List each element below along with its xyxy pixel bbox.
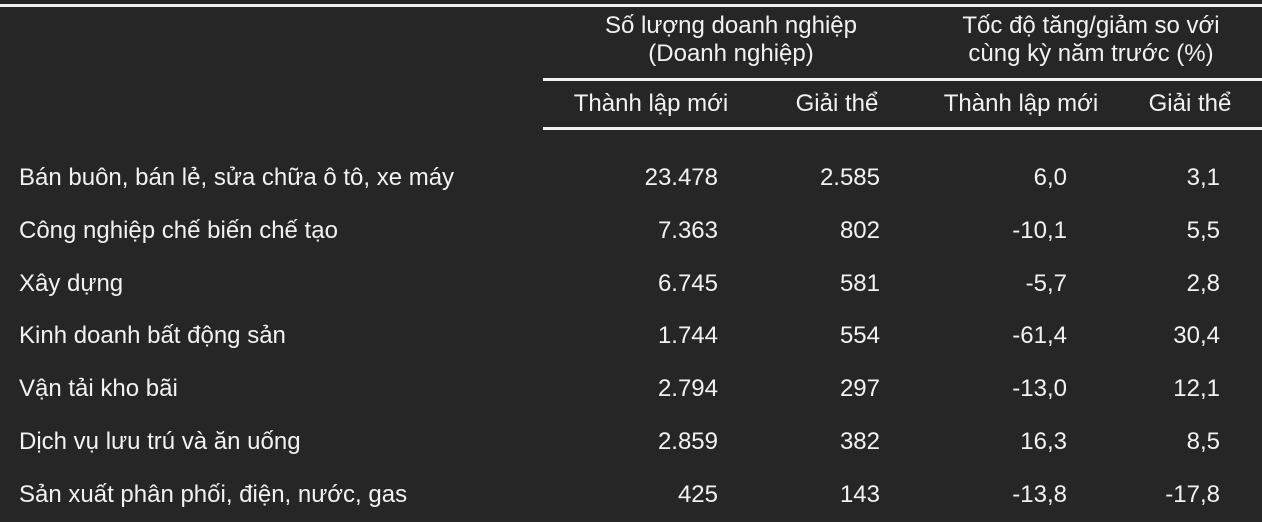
row-value: 2.794 [657, 375, 718, 403]
row-value: 2.859 [657, 428, 718, 455]
row-value: 554 [839, 322, 880, 350]
group-header-growth-line2: cùng kỳ năm trước (%) [968, 40, 1214, 67]
header-sub-rule [543, 127, 1262, 130]
top-rule [0, 4, 1262, 7]
group-header-growth: Tốc độ tăng/giảm so với cùng kỳ năm trướ… [962, 12, 1219, 68]
row-label: Xây dựng [19, 269, 124, 297]
group-header-count-line2: (Doanh nghiệp) [648, 40, 814, 67]
row-value: 581 [839, 269, 880, 297]
row-label: Dịch vụ lưu trú và ăn uống [19, 428, 301, 455]
row-value: 382 [839, 428, 880, 455]
col-header-dissolved-count: Giải thể [795, 90, 879, 117]
row-value: -17,8 [1165, 480, 1220, 508]
row-value: 297 [839, 375, 880, 403]
col-header-new-growth: Thành lập mới [943, 90, 1099, 117]
row-value: 2.585 [819, 164, 880, 191]
row-label: Vận tải kho bãi [19, 375, 178, 403]
row-label: Bán buôn, bán lẻ, sửa chữa ô tô, xe máy [19, 164, 455, 191]
row-value: 802 [839, 216, 880, 244]
col-header-dissolved-growth: Giải thể [1148, 90, 1232, 117]
row-value: 143 [839, 480, 880, 508]
row-value: 12,1 [1173, 375, 1220, 403]
group-header-count: Số lượng doanh nghiệp (Doanh nghiệp) [605, 12, 857, 68]
row-value: 6,0 [1033, 164, 1067, 191]
row-label: Sản xuất phân phối, điện, nước, gas [19, 480, 408, 508]
row-label: Công nghiệp chế biến chế tạo [19, 216, 338, 244]
row-value: -10,1 [1012, 216, 1067, 244]
group-header-count-line1: Số lượng doanh nghiệp [605, 12, 857, 39]
row-value: -5,7 [1025, 269, 1067, 297]
row-value: 8,5 [1186, 428, 1220, 455]
group-header-growth-line1: Tốc độ tăng/giảm so với [962, 12, 1220, 39]
row-value: 5,5 [1186, 216, 1220, 244]
row-value: -13,0 [1012, 375, 1067, 403]
row-label: Kinh doanh bất động sản [19, 322, 286, 350]
row-value: 425 [677, 480, 718, 508]
row-value: -13,8 [1012, 480, 1067, 508]
row-value: 23.478 [644, 164, 718, 191]
row-value: 7.363 [657, 216, 718, 244]
row-value: 3,1 [1186, 164, 1220, 191]
col-header-new-count: Thành lập mới [573, 90, 729, 117]
row-value: 30,4 [1173, 322, 1220, 350]
row-value: 2,8 [1186, 269, 1220, 297]
row-value: -61,4 [1012, 322, 1067, 350]
row-value: 1.744 [657, 322, 718, 350]
row-value: 16,3 [1020, 428, 1067, 455]
row-value: 6.745 [657, 269, 718, 297]
header-group-rule [543, 78, 1262, 81]
